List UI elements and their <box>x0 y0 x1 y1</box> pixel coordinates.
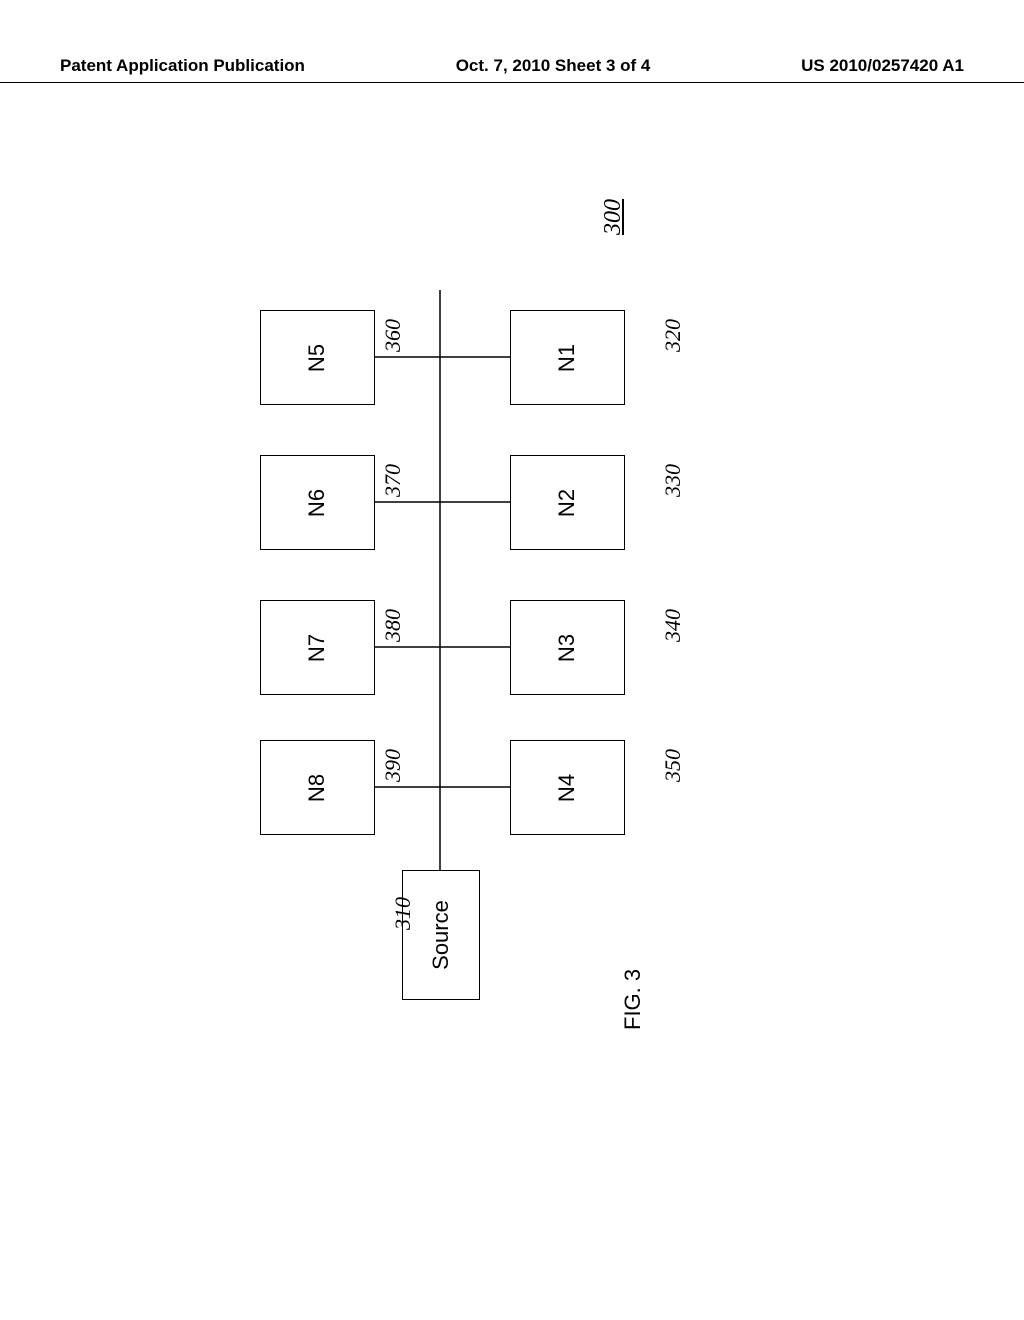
ref-n8: 390 <box>380 749 406 782</box>
header-left: Patent Application Publication <box>60 56 305 76</box>
header-right: US 2010/0257420 A1 <box>801 56 964 76</box>
figure-caption: FIG. 3 <box>620 969 646 1030</box>
node-label: Source <box>428 900 454 970</box>
node-n3: N3 <box>510 600 625 695</box>
figure-main-ref: 300 <box>600 199 627 235</box>
node-label: N7 <box>305 633 331 661</box>
node-n7: N7 <box>260 600 375 695</box>
node-label: N3 <box>555 633 581 661</box>
node-n5: N5 <box>260 310 375 405</box>
ref-n1: 320 <box>660 319 686 352</box>
ref-n2: 330 <box>660 464 686 497</box>
node-label: N2 <box>555 488 581 516</box>
ref-n4: 350 <box>660 749 686 782</box>
page: Patent Application Publication Oct. 7, 2… <box>0 0 1024 1320</box>
ref-n3: 340 <box>660 609 686 642</box>
node-n8: N8 <box>260 740 375 835</box>
header-center: Oct. 7, 2010 Sheet 3 of 4 <box>456 56 651 76</box>
figure-3-diagram: 300 Source 310 N8 390 N4 350 N7 380 N3 340 N6 370 N2 3… <box>120 200 770 1050</box>
node-source: Source <box>402 870 480 1000</box>
node-n1: N1 <box>510 310 625 405</box>
ref-n7: 380 <box>380 609 406 642</box>
ref-n5: 360 <box>380 319 406 352</box>
ref-n6: 370 <box>380 464 406 497</box>
node-label: N1 <box>555 343 581 371</box>
node-n2: N2 <box>510 455 625 550</box>
node-n6: N6 <box>260 455 375 550</box>
ref-source: 310 <box>390 897 416 930</box>
node-label: N8 <box>305 773 331 801</box>
node-label: N5 <box>305 343 331 371</box>
node-label: N4 <box>555 773 581 801</box>
page-header: Patent Application Publication Oct. 7, 2… <box>0 56 1024 83</box>
node-n4: N4 <box>510 740 625 835</box>
node-label: N6 <box>305 488 331 516</box>
